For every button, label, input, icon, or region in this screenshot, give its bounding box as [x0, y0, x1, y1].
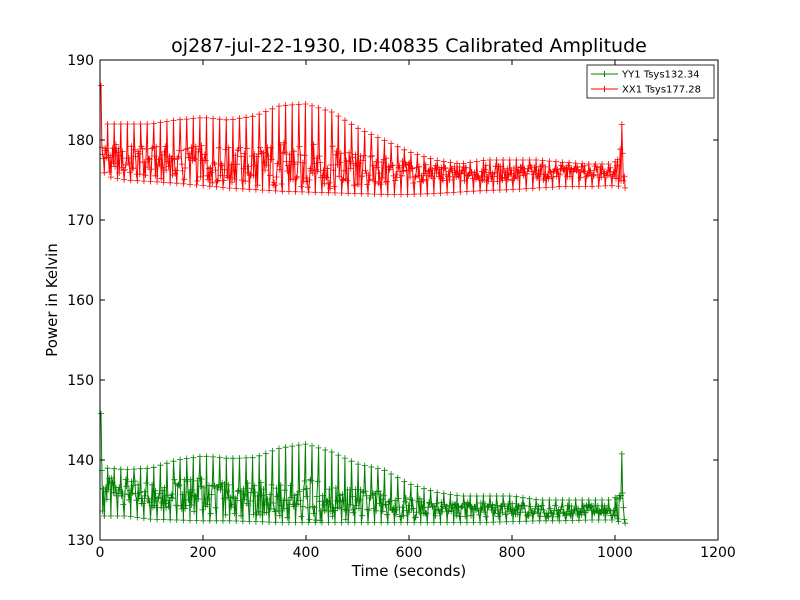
series-xx1: [98, 82, 629, 198]
x-tick-label: 800: [499, 545, 526, 561]
x-tick-label: 600: [396, 545, 423, 561]
series-markers: [98, 82, 629, 198]
legend-label: XX1 Tsys177.28: [622, 85, 701, 96]
y-tick-label: 170: [67, 213, 94, 229]
x-tick-label: 200: [190, 545, 217, 561]
series-layer: [98, 82, 629, 527]
x-tick-label: 1200: [700, 545, 736, 561]
legend: YY1 Tsys132.34 XX1 Tsys177.28: [586, 64, 715, 99]
x-axis-label: Time (seconds): [351, 562, 467, 580]
x-tick-label: 1000: [597, 545, 633, 561]
y-tick-label: 150: [67, 373, 94, 389]
legend-marker: [601, 86, 608, 92]
series-line: [100, 413, 626, 524]
y-axis-label: Power in Kelvin: [43, 243, 61, 357]
series-markers: [98, 410, 629, 527]
y-tick-label: 180: [67, 133, 94, 149]
axis-ticks: 0 200 400 600 800 1000 1200 130 140 150 160 170 180 1…: [67, 53, 736, 561]
x-tick-label: 400: [293, 545, 320, 561]
y-tick-label: 160: [67, 293, 94, 309]
y-tick-label: 140: [67, 453, 94, 469]
chart-title: oj287-jul-22-1930, ID:40835 Calibrated A…: [171, 35, 647, 57]
x-tick-label: 0: [96, 545, 105, 561]
series-yy1: [98, 410, 629, 527]
y-tick-label: 130: [67, 533, 94, 549]
legend-label: YY1 Tsys132.34: [621, 70, 700, 81]
legend-box: [586, 64, 715, 99]
y-tick-label: 190: [67, 53, 94, 69]
legend-marker: [601, 71, 608, 77]
